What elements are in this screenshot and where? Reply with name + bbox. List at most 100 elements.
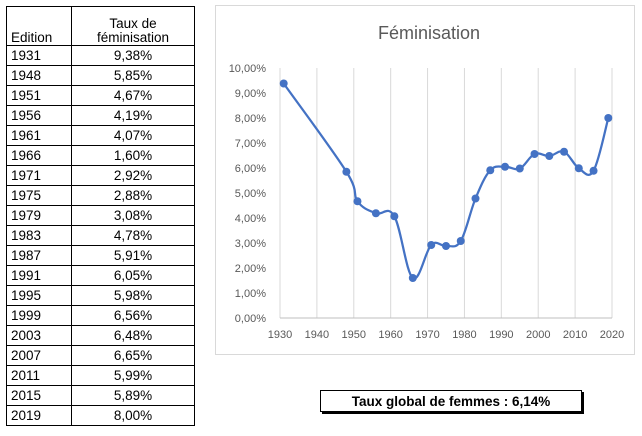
y-tick-label: 5,00% — [235, 188, 266, 200]
data-point — [501, 162, 510, 171]
data-point — [560, 147, 569, 156]
table-header-row: Edition Taux de féminisation — [6, 6, 195, 46]
edition-cell: 1983 — [6, 225, 72, 246]
taux-cell: 6,48% — [71, 325, 195, 346]
edition-cell: 1948 — [6, 65, 72, 86]
taux-cell: 8,00% — [71, 405, 195, 426]
table-row: 1961 4,07% — [6, 125, 195, 146]
header-taux: Taux de féminisation — [71, 6, 195, 46]
data-point — [279, 79, 288, 88]
y-tick-label: 3,00% — [235, 238, 266, 250]
table-row: 1951 4,67% — [6, 85, 195, 106]
data-point — [371, 209, 380, 218]
feminisation-table: Edition Taux de féminisation 1931 9,38% 19… — [6, 6, 195, 426]
edition-cell: 1987 — [6, 245, 72, 266]
edition-cell: 1979 — [6, 205, 72, 226]
data-point — [486, 166, 495, 175]
chart-area: Féminisation 1930 1940 1950 1960 1970 1980 199… — [215, 5, 635, 355]
data-point — [342, 167, 351, 176]
table-body: 1931 9,38% 1948 5,85% 1951 4,67% 1956 4,19% 1961… — [6, 45, 195, 426]
taux-cell: 5,89% — [71, 385, 195, 406]
line-chart: Féminisation 1930 1940 1950 1960 1970 1980 199… — [229, 23, 625, 341]
data-point — [574, 164, 583, 173]
data-point — [390, 212, 399, 221]
taux-cell: 2,88% — [71, 185, 195, 206]
taux-cell: 1,60% — [71, 145, 195, 166]
x-tick-label: 1930 — [268, 329, 292, 341]
table-row: 1999 6,56% — [6, 305, 195, 326]
y-tick-label: 1,00% — [235, 288, 266, 300]
taux-cell: 6,05% — [71, 265, 195, 286]
taux-cell: 6,56% — [71, 305, 195, 326]
table-row: 1971 2,92% — [6, 165, 195, 186]
edition-cell: 2007 — [6, 345, 72, 366]
table-row: 1995 5,98% — [6, 285, 195, 306]
series-layer — [279, 79, 613, 282]
table-row: 2011 5,99% — [6, 365, 195, 386]
table-row: 2003 6,48% — [6, 325, 195, 346]
x-tick-label: 1960 — [378, 329, 402, 341]
table-row: 2015 5,89% — [6, 385, 195, 406]
x-tick-label: 2000 — [526, 329, 550, 341]
x-tick-label: 1940 — [305, 329, 329, 341]
y-tick-label: 4,00% — [235, 213, 266, 225]
edition-cell: 1951 — [6, 85, 72, 106]
y-tick-label: 2,00% — [235, 263, 266, 275]
chart-title: Féminisation — [378, 23, 480, 43]
data-point — [530, 150, 539, 158]
taux-cell: 5,85% — [71, 65, 195, 86]
taux-cell: 4,19% — [71, 105, 195, 126]
global-rate-box: Taux global de femmes : 6,14% — [320, 390, 582, 412]
data-point — [545, 152, 554, 160]
edition-cell: 2003 — [6, 325, 72, 346]
taux-cell: 2,92% — [71, 165, 195, 186]
gridlines — [279, 68, 613, 318]
edition-cell: 1966 — [6, 145, 72, 166]
edition-cell: 1961 — [6, 125, 72, 146]
edition-cell: 1956 — [6, 105, 72, 126]
table-row: 1931 9,38% — [6, 45, 195, 66]
edition-cell: 2015 — [6, 385, 72, 406]
taux-cell: 3,08% — [71, 205, 195, 226]
x-tick-label: 1990 — [489, 329, 513, 341]
x-tick-label: 2020 — [600, 329, 624, 341]
taux-cell: 5,99% — [71, 365, 195, 386]
taux-cell: 4,78% — [71, 225, 195, 246]
data-point — [456, 237, 465, 245]
y-tick-label: 7,00% — [235, 138, 266, 150]
data-point — [353, 197, 362, 206]
y-tick-label: 8,00% — [235, 113, 266, 125]
edition-cell: 1975 — [6, 185, 72, 206]
y-tick-label: 6,00% — [235, 163, 266, 175]
data-point — [471, 194, 480, 203]
edition-cell: 1995 — [6, 285, 72, 306]
edition-cell: 2011 — [6, 365, 72, 386]
x-tick-label: 1950 — [342, 329, 366, 341]
data-point — [442, 242, 450, 250]
data-point — [408, 274, 417, 282]
table-row: 2019 8,00% — [6, 405, 195, 426]
axes: 1930 1940 1950 1960 1970 1980 1990 2000 2010 2020… — [229, 63, 625, 341]
header-taux-line1: Taux de — [109, 16, 157, 31]
y-tick-label: 10,00% — [229, 63, 267, 75]
taux-cell: 9,38% — [71, 45, 195, 66]
header-taux-line2: féminisation — [96, 30, 170, 45]
table-row: 1991 6,05% — [6, 265, 195, 286]
table-row: 1948 5,85% — [6, 65, 195, 86]
table-row: 1987 5,91% — [6, 245, 195, 266]
edition-cell: 1999 — [6, 305, 72, 326]
taux-cell: 4,07% — [71, 125, 195, 146]
data-point — [515, 164, 524, 173]
table-row: 2007 6,65% — [6, 345, 195, 366]
x-tick-label: 1980 — [452, 329, 476, 341]
table-row: 1979 3,08% — [6, 205, 195, 226]
data-point — [427, 241, 436, 249]
taux-cell: 4,67% — [71, 85, 195, 106]
table-row: 1975 2,88% — [6, 185, 195, 206]
edition-cell: 1931 — [6, 45, 72, 66]
taux-cell: 6,65% — [71, 345, 195, 366]
y-tick-label: 9,00% — [235, 88, 266, 100]
header-edition: Edition — [6, 6, 72, 46]
global-rate-label: Taux global de femmes : 6,14% — [351, 393, 551, 409]
y-tick-label: 0,00% — [235, 313, 266, 325]
